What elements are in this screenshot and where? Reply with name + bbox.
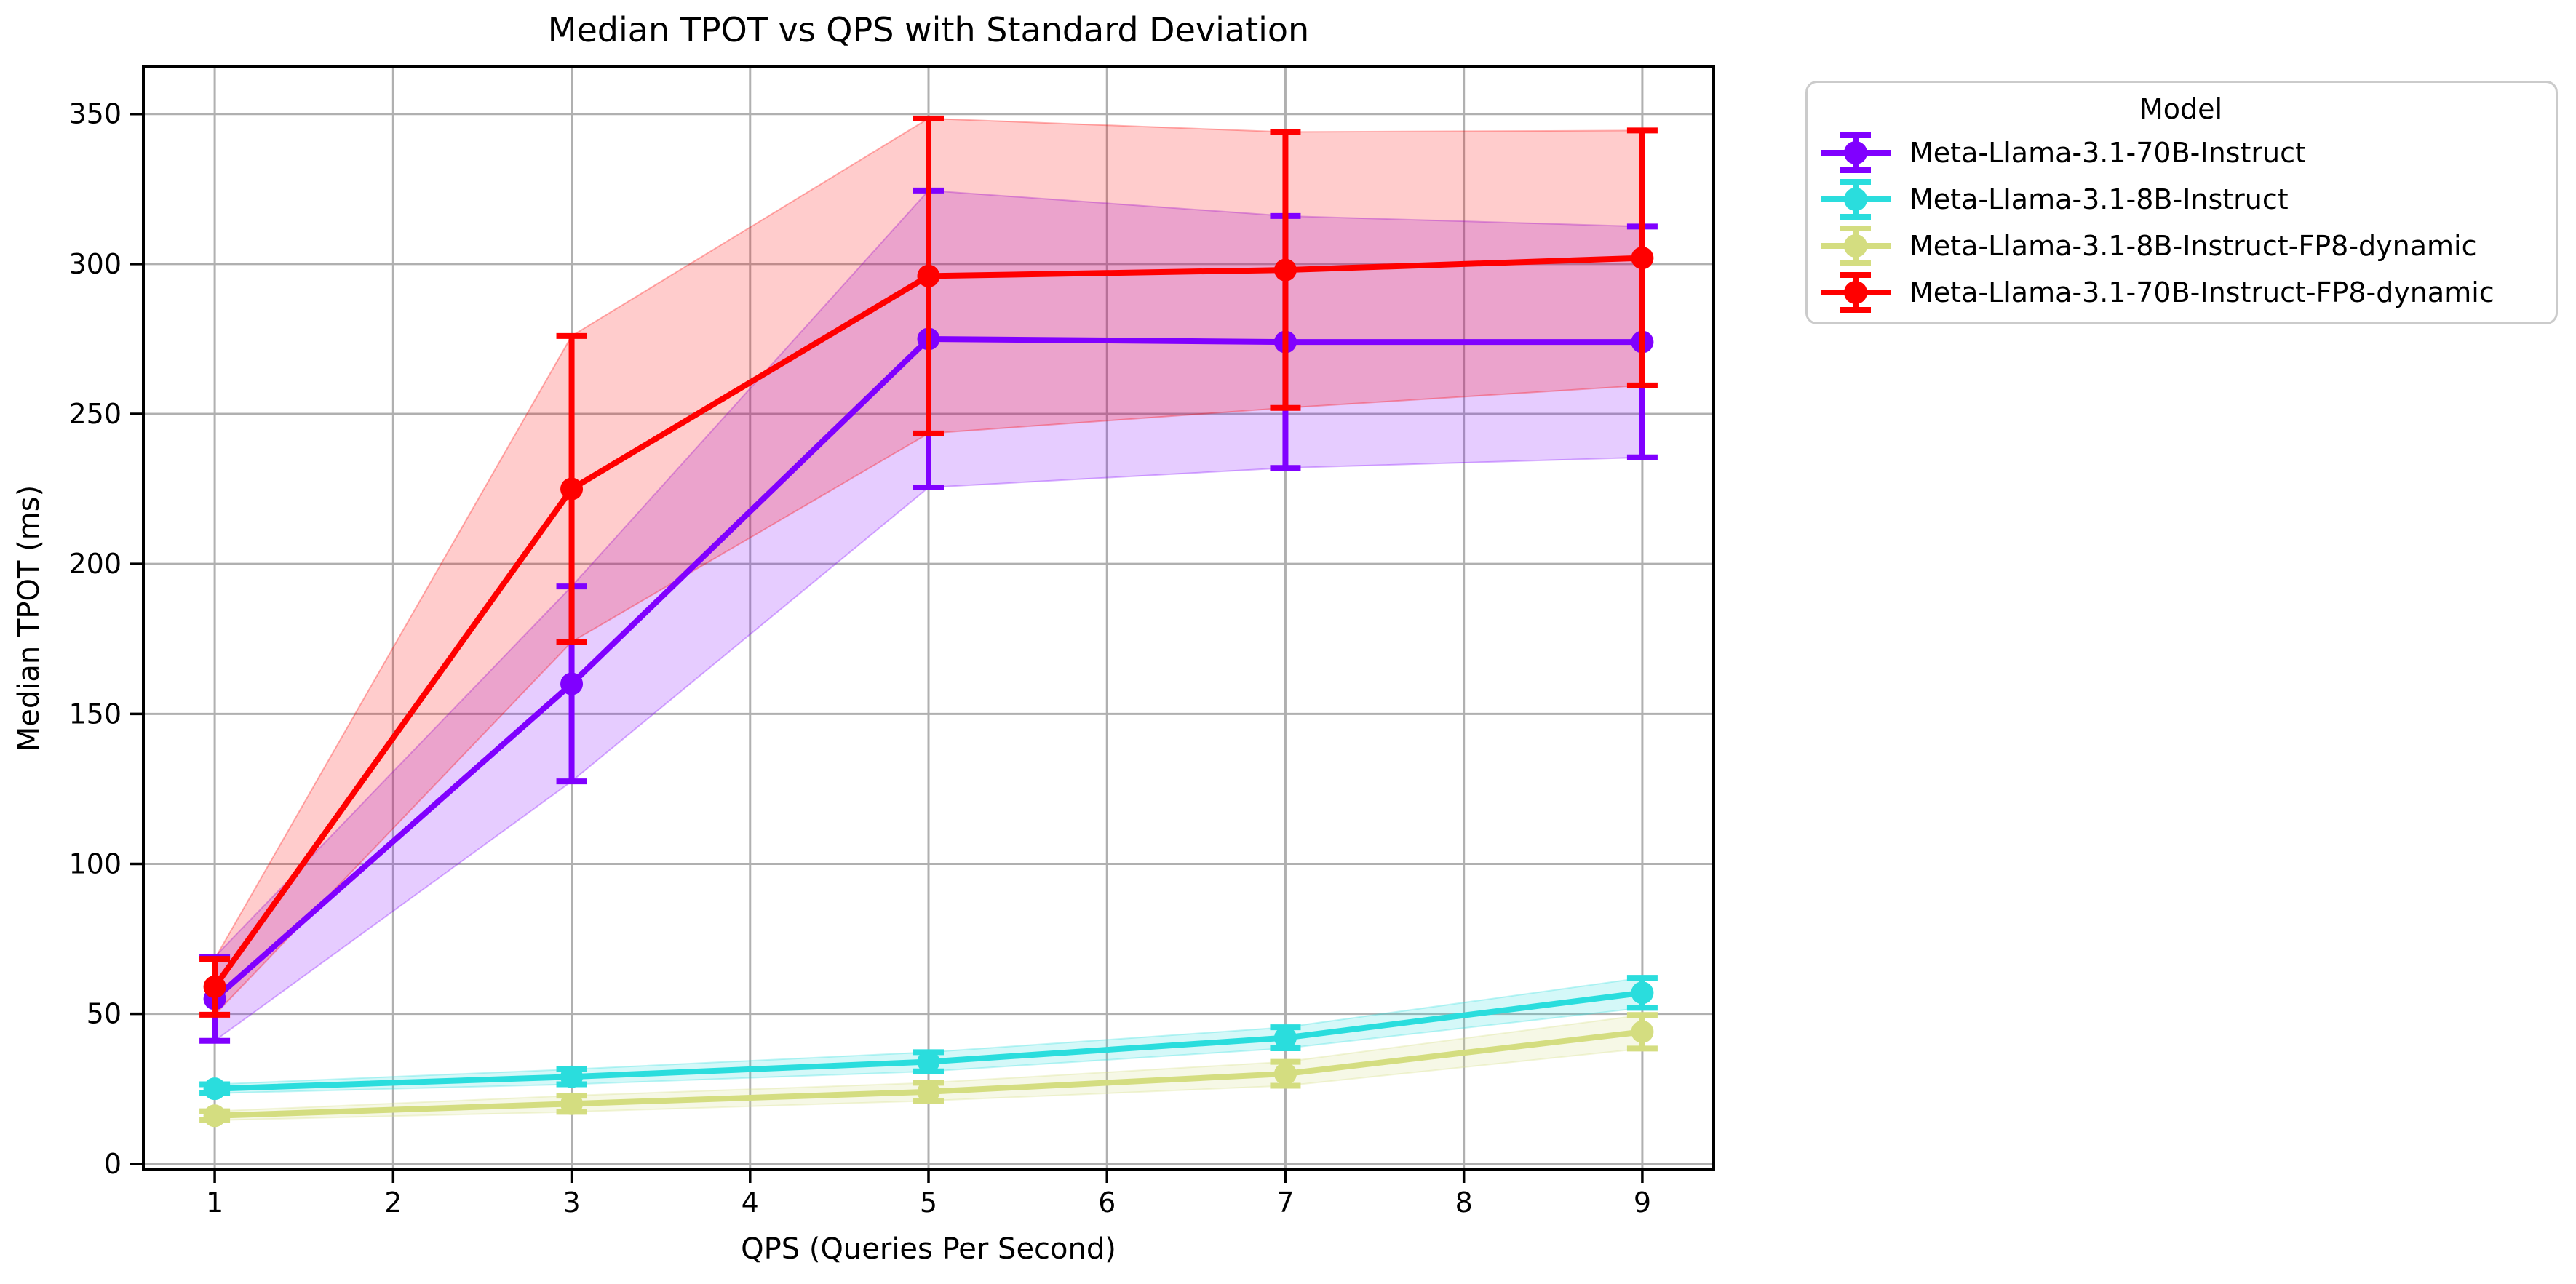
x-tick-label: 3 [562, 1187, 580, 1219]
legend-item: Meta-Llama-3.1-70B-Instruct [1819, 129, 2543, 176]
x-tick-label: 6 [1098, 1187, 1116, 1219]
y-tick-label: 50 [87, 998, 122, 1030]
legend-item-label: Meta-Llama-3.1-8B-Instruct [1909, 183, 2289, 215]
data-point-marker [917, 1080, 940, 1104]
legend-item: Meta-Llama-3.1-8B-Instruct [1819, 176, 2543, 223]
data-point-marker [203, 1077, 226, 1101]
errorbar-marker-icon [1821, 226, 1891, 266]
x-tick-label: 7 [1276, 1187, 1294, 1219]
legend-title: Model [2139, 93, 2223, 125]
data-point-marker [1273, 1026, 1297, 1050]
y-tick-label: 100 [68, 848, 122, 880]
data-point-marker [1631, 981, 1654, 1005]
data-point-marker [560, 1092, 584, 1115]
x-tick-label: 2 [384, 1187, 402, 1219]
y-tick-label: 300 [68, 248, 122, 280]
y-tick-label: 350 [68, 98, 122, 130]
x-tick-label: 9 [1634, 1187, 1651, 1219]
chart-title: Median TPOT vs QPS with Standard Deviati… [547, 10, 1310, 49]
data-point-marker [917, 1050, 940, 1074]
legend: Model Meta-Llama-3.1-70B-Instruct Meta-Ll… [1805, 81, 2558, 324]
y-tick-label: 250 [68, 398, 122, 430]
data-point-marker [560, 477, 584, 501]
x-axis-label: QPS (Queries Per Second) [741, 1232, 1116, 1266]
x-tick-label: 1 [206, 1187, 223, 1219]
y-tick-label: 0 [104, 1148, 122, 1180]
x-tick-label: 8 [1455, 1187, 1473, 1219]
data-point-marker [1273, 1062, 1297, 1085]
x-tick-label: 5 [920, 1187, 937, 1219]
errorbar-marker-icon [1821, 132, 1891, 173]
data-point-marker [1631, 247, 1654, 270]
y-tick-label: 150 [68, 698, 122, 730]
data-point-marker [203, 1104, 226, 1128]
legend-item: Meta-Llama-3.1-8B-Instruct-FP8-dynamic [1819, 223, 2543, 269]
data-point-marker [1273, 258, 1297, 282]
errorbar-marker-icon [1821, 272, 1891, 313]
y-tick-label: 200 [68, 548, 122, 580]
data-point-marker [203, 976, 226, 999]
legend-item-label: Meta-Llama-3.1-8B-Instruct-FP8-dynamic [1909, 230, 2477, 262]
data-point-marker [560, 1065, 584, 1088]
data-point-marker [1631, 1020, 1654, 1043]
errorbar-marker-icon [1821, 179, 1891, 220]
x-tick-label: 4 [742, 1187, 759, 1219]
y-axis-label: Median TPOT (ms) [12, 485, 46, 752]
legend-rows: Meta-Llama-3.1-70B-Instruct Meta-Llama-3.… [1819, 129, 2543, 316]
legend-item-label: Meta-Llama-3.1-70B-Instruct-FP8-dynamic [1909, 276, 2494, 308]
data-point-marker [917, 264, 940, 287]
legend-item: Meta-Llama-3.1-70B-Instruct-FP8-dynamic [1819, 269, 2543, 316]
legend-item-label: Meta-Llama-3.1-70B-Instruct [1909, 137, 2306, 169]
data-point-marker [560, 672, 584, 695]
